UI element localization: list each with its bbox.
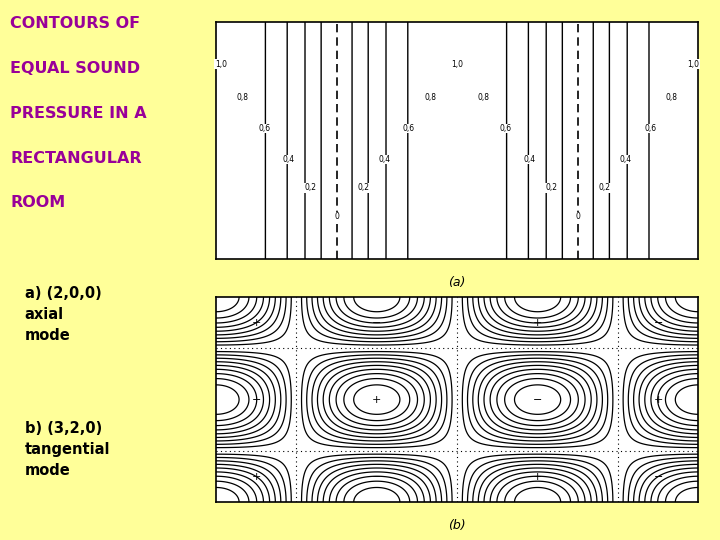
- Text: (b): (b): [449, 518, 466, 531]
- Text: 0,2: 0,2: [304, 184, 316, 192]
- Text: 0,6: 0,6: [500, 124, 511, 133]
- Text: 0,6: 0,6: [258, 124, 270, 133]
- Text: −: −: [372, 471, 382, 482]
- Text: 0,6: 0,6: [644, 124, 656, 133]
- Text: −: −: [654, 318, 663, 328]
- Text: RECTANGULAR: RECTANGULAR: [10, 151, 142, 166]
- Text: 0,2: 0,2: [545, 184, 557, 192]
- Text: 0,8: 0,8: [425, 93, 436, 102]
- Text: −: −: [533, 395, 542, 404]
- Text: 0,4: 0,4: [282, 155, 294, 164]
- Text: PRESSURE IN A: PRESSURE IN A: [10, 106, 147, 121]
- Text: 0,2: 0,2: [357, 184, 369, 192]
- Text: +: +: [251, 471, 261, 482]
- Text: 1,0: 1,0: [451, 60, 463, 69]
- Text: 0,8: 0,8: [478, 93, 490, 102]
- Text: +: +: [533, 318, 542, 328]
- Text: 0,4: 0,4: [620, 155, 632, 164]
- Text: −: −: [251, 395, 261, 404]
- Text: 0,8: 0,8: [666, 93, 678, 102]
- Text: 0,2: 0,2: [598, 184, 611, 192]
- Text: b) (3,2,0)
tangential
mode: b) (3,2,0) tangential mode: [24, 421, 110, 478]
- Text: +: +: [372, 395, 382, 404]
- Text: 0: 0: [575, 212, 580, 221]
- Text: (a): (a): [449, 276, 466, 289]
- Text: −: −: [372, 318, 382, 328]
- Text: +: +: [533, 471, 542, 482]
- Text: 0,8: 0,8: [237, 93, 248, 102]
- Text: 0,4: 0,4: [523, 155, 536, 164]
- Text: 1,0: 1,0: [215, 60, 227, 69]
- Text: ROOM: ROOM: [10, 195, 66, 211]
- Text: 0,4: 0,4: [379, 155, 391, 164]
- Text: +: +: [251, 318, 261, 328]
- Text: 0: 0: [334, 212, 339, 221]
- Text: EQUAL SOUND: EQUAL SOUND: [10, 61, 140, 76]
- Text: 1,0: 1,0: [688, 60, 700, 69]
- Text: 0,6: 0,6: [403, 124, 415, 133]
- Text: −: −: [654, 471, 663, 482]
- Text: +: +: [654, 395, 663, 404]
- Text: CONTOURS OF: CONTOURS OF: [10, 16, 140, 31]
- Text: a) (2,0,0)
axial
mode: a) (2,0,0) axial mode: [24, 286, 102, 343]
